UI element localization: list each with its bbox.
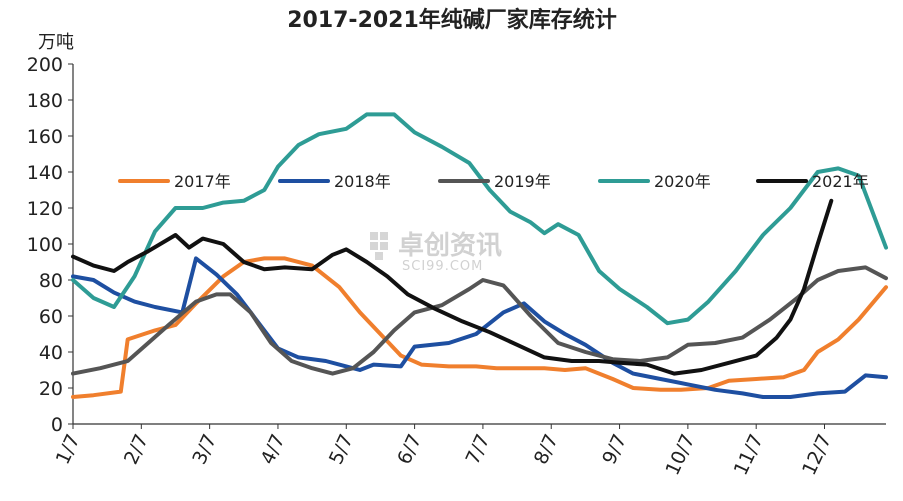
y-tick-label: 140 — [27, 162, 63, 184]
watermark-logo-icon — [370, 232, 388, 260]
x-tick-label: 5/7 — [325, 431, 358, 468]
x-tick-label: 1/7 — [52, 431, 85, 468]
series-layer — [71, 112, 888, 399]
x-tick-label: 8/7 — [530, 431, 563, 468]
watermark-subtext: SCI99.COM — [402, 259, 483, 274]
y-tick-label: 40 — [39, 342, 63, 364]
x-tick-label: 3/7 — [188, 431, 221, 468]
y-tick-label: 160 — [27, 126, 63, 148]
legend-label: 2019年 — [494, 172, 551, 191]
watermark: 卓创资讯 SCI99.COM — [370, 231, 502, 274]
watermark-text: 卓创资讯 — [398, 231, 502, 261]
chart-title: 2017-2021年纯碱厂家库存统计 — [287, 7, 617, 33]
x-tick-label: 6/7 — [393, 431, 426, 468]
x-tick-label: 7/7 — [462, 431, 495, 468]
legend-label: 2018年 — [334, 172, 391, 191]
y-tick-label: 20 — [39, 378, 63, 400]
y-tick-label: 120 — [27, 198, 63, 220]
series-line-2018年 — [71, 256, 888, 399]
axes: 0 20 40 60 80 100 120 140 160 180 200 1/7 2/7 3/7 4/7 5… — [27, 54, 886, 479]
legend-label: 2021年 — [812, 172, 869, 191]
legend-label: 2020年 — [654, 172, 711, 191]
y-tick-label: 0 — [51, 414, 63, 436]
y-axis-unit: 万吨 — [38, 32, 74, 53]
y-tick-label: 180 — [27, 90, 63, 112]
x-tick-label: 4/7 — [257, 431, 290, 468]
x-tick-label: 11/7 — [730, 431, 768, 479]
series-line-2021年 — [71, 198, 834, 376]
legend: 2017年 2018年 2019年 2020年 2021年 — [118, 172, 869, 191]
y-tick-label: 80 — [39, 270, 63, 292]
x-tick-label: 10/7 — [661, 431, 699, 479]
x-tick-label: 2/7 — [120, 431, 153, 468]
legend-label: 2017年 — [174, 172, 231, 191]
series-line-2019年 — [71, 265, 888, 376]
x-tick-label: 12/7 — [798, 431, 836, 479]
x-tick-label: 9/7 — [598, 431, 631, 468]
y-tick-label: 60 — [39, 306, 63, 328]
y-tick-label: 200 — [27, 54, 63, 76]
y-tick-label: 100 — [27, 234, 63, 256]
series-line-2020年 — [71, 112, 888, 326]
